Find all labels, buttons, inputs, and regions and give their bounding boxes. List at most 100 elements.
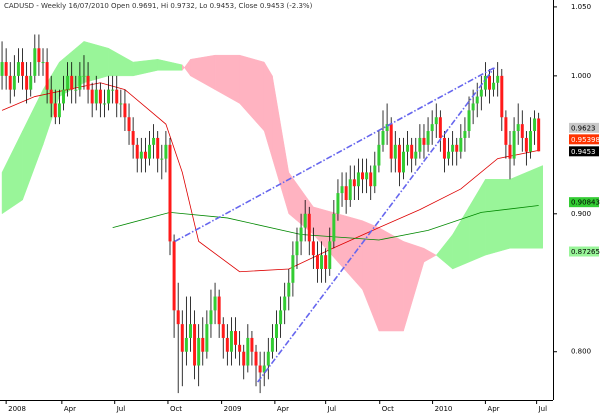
candle-body (139, 151, 143, 159)
candle-body (492, 82, 496, 90)
candle-body (111, 89, 115, 91)
candle-body (463, 131, 467, 138)
candle-body (41, 62, 45, 64)
candle-body (279, 310, 283, 325)
candle-body (528, 131, 532, 152)
candle-body (131, 131, 135, 145)
price-tag (569, 197, 599, 208)
candle-body (221, 324, 225, 338)
candle-body (74, 89, 78, 91)
candle-body (49, 89, 53, 104)
candle-body (184, 337, 188, 352)
x-tick-label: Jul (327, 405, 337, 413)
candle-body (361, 172, 365, 180)
candle-body (238, 344, 242, 352)
candle-body (115, 89, 119, 104)
chart-title: CADUSD - Weekly 16/07/2010 Open 0.9691, … (4, 2, 313, 10)
candle-body (123, 103, 127, 118)
candle-body (66, 75, 70, 90)
candle-body (340, 186, 344, 194)
candle-body (447, 151, 451, 159)
candle-body (434, 117, 438, 125)
candle-body (266, 351, 270, 366)
candle-body (373, 165, 377, 187)
candle-body (148, 144, 152, 159)
candle-body (471, 103, 475, 111)
candle-body (315, 255, 319, 269)
cloud-segment (485, 179, 511, 256)
candle-body (287, 282, 291, 297)
candle-body (270, 337, 274, 352)
candle-body (53, 103, 57, 118)
x-tick-label: Jul (538, 405, 548, 413)
candle-body (508, 144, 512, 159)
candle-body (82, 75, 86, 77)
candle-body (365, 172, 369, 180)
candle-body (70, 75, 74, 90)
candle-body (250, 337, 254, 352)
candle-body (119, 103, 123, 105)
x-tick-label: 2010 (435, 405, 453, 413)
candle-body (8, 75, 12, 90)
candle-body (254, 351, 258, 366)
candle-body (217, 296, 221, 325)
candle-body (385, 124, 389, 132)
candle-body (229, 331, 233, 352)
candle-body (475, 96, 479, 104)
price-tag-label: 0.95398 (571, 136, 600, 144)
candle-body (418, 137, 422, 152)
candle-body (299, 227, 303, 242)
candle-body (401, 151, 405, 173)
candle-body (438, 117, 442, 138)
candle-body (426, 131, 430, 145)
y-tick-label: 0.800 (571, 348, 591, 356)
candle-body (197, 337, 201, 366)
y-tick-label: 1.000 (571, 72, 591, 80)
candle-body (78, 75, 82, 90)
cloud-segment (423, 247, 437, 263)
candle-body (422, 137, 426, 145)
price-tag (569, 246, 599, 257)
candle-body (344, 186, 348, 200)
x-tick-label: Oct (382, 405, 394, 413)
candle-body (516, 124, 520, 132)
candle-body (102, 103, 106, 105)
candle-body (512, 131, 516, 159)
price-tag-label: 0.9623 (571, 124, 596, 132)
trendline (257, 67, 496, 383)
candle-body (90, 89, 94, 104)
candle-body (107, 89, 111, 104)
candle-body (414, 151, 418, 159)
candle-body (291, 255, 295, 283)
price-tag-label: 0.908431 (571, 199, 600, 207)
candle-body (258, 365, 262, 373)
candle-body (21, 62, 25, 76)
candle-body (135, 144, 139, 159)
candle-body (262, 365, 266, 373)
price-tag-label: 0.87265 (571, 248, 600, 256)
candle-body (496, 75, 500, 83)
candle-body (246, 337, 250, 366)
candle-body (275, 324, 278, 338)
candle-body (537, 118, 541, 152)
candle-body (488, 75, 492, 90)
candle-body (307, 213, 311, 242)
candle-body (209, 310, 213, 325)
candle-body (324, 255, 328, 269)
candle-body (332, 213, 336, 242)
candle-body (451, 144, 455, 152)
candle-body (188, 324, 192, 338)
candle-body (156, 137, 160, 159)
candle-body (377, 144, 381, 166)
candle-body (430, 124, 434, 132)
candle-body (98, 89, 102, 104)
candle-body (57, 103, 61, 118)
x-tick-label: Apr (64, 405, 76, 413)
candle-body (524, 137, 528, 152)
candle-body (0, 62, 4, 76)
candle-body (16, 62, 20, 76)
candle-body (320, 255, 324, 269)
candle-body (479, 89, 483, 97)
candle-body (37, 48, 41, 63)
candle-body (311, 241, 315, 256)
